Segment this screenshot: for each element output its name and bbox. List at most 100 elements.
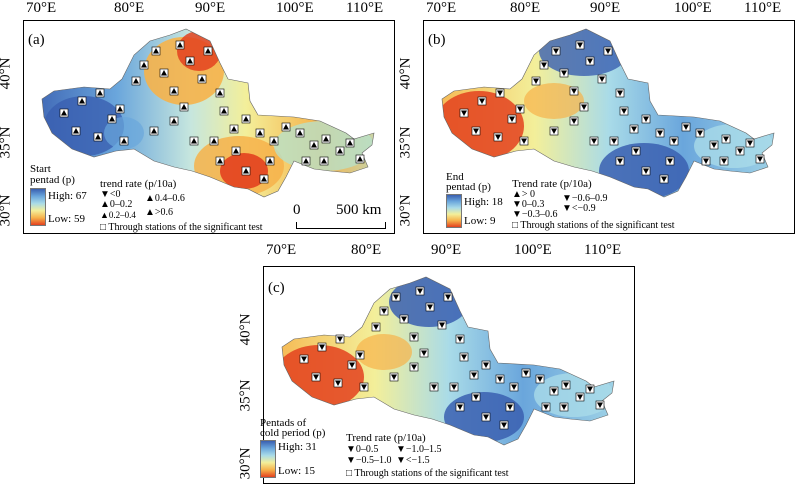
colorbar-title: pentad (p) bbox=[30, 174, 75, 186]
station-up-triangle bbox=[191, 138, 197, 144]
station-up-triangle bbox=[321, 158, 327, 164]
station-down-triangle bbox=[439, 322, 445, 328]
down-triangle-icon: ▼ bbox=[512, 209, 522, 220]
station-down-triangle bbox=[361, 384, 367, 390]
lon-tick: 90°E bbox=[195, 0, 226, 16]
trend-item: ▼−0.3–0.6 bbox=[512, 209, 558, 220]
up-triangle-icon: ▲ bbox=[512, 189, 522, 200]
station-up-triangle bbox=[243, 168, 249, 174]
station-down-triangle bbox=[461, 110, 467, 116]
station-up-triangle bbox=[233, 148, 239, 154]
station-down-triangle bbox=[427, 304, 433, 310]
station-down-triangle bbox=[561, 404, 567, 410]
square-icon: □ bbox=[512, 220, 521, 231]
trend-item: ▼−0.5–1.0 bbox=[346, 455, 392, 466]
station-up-triangle bbox=[217, 158, 223, 164]
station-down-triangle bbox=[611, 138, 617, 144]
significance-note: □ Through stations of the significant te… bbox=[512, 220, 675, 231]
station-up-triangle bbox=[153, 48, 159, 54]
station-down-triangle bbox=[543, 404, 549, 410]
station-up-triangle bbox=[199, 76, 205, 82]
station-down-triangle bbox=[511, 384, 517, 390]
station-up-triangle bbox=[221, 108, 227, 114]
panel-label: (b) bbox=[428, 32, 446, 48]
station-down-triangle bbox=[337, 336, 343, 342]
station-up-triangle bbox=[357, 156, 363, 162]
down-triangle-icon: ▼ bbox=[562, 203, 572, 214]
station-down-triangle bbox=[617, 158, 623, 164]
station-down-triangle bbox=[597, 402, 603, 408]
station-up-triangle bbox=[205, 48, 211, 54]
station-down-triangle bbox=[697, 130, 703, 136]
station-down-triangle bbox=[401, 316, 407, 322]
map-frame bbox=[423, 20, 795, 234]
station-down-triangle bbox=[599, 76, 605, 82]
lat-tick: 40°N bbox=[397, 57, 414, 90]
colorbar-title: Pentads of bbox=[260, 417, 307, 429]
station-down-triangle bbox=[587, 58, 593, 64]
station-down-triangle bbox=[571, 88, 577, 94]
square-icon: □ bbox=[346, 468, 355, 479]
station-down-triangle bbox=[381, 308, 387, 314]
trend-item: ▼−1.0–1.5 bbox=[396, 444, 442, 455]
trend-item: ▲>0.6 bbox=[145, 207, 174, 218]
scale-bar-start: 0 bbox=[293, 202, 301, 218]
station-up-triangle bbox=[133, 78, 139, 84]
lon-tick: 90°E bbox=[590, 0, 621, 16]
scale-bar-end: 500 km bbox=[336, 202, 382, 218]
station-up-triangle bbox=[337, 148, 343, 154]
station-down-triangle bbox=[473, 128, 479, 134]
station-up-triangle bbox=[303, 158, 309, 164]
station-down-triangle bbox=[391, 374, 397, 380]
trend-legend-title: Trend rate (p/10a) bbox=[512, 178, 592, 190]
scale-bar bbox=[296, 222, 386, 229]
station-down-triangle bbox=[521, 138, 527, 144]
station-down-triangle bbox=[551, 388, 557, 394]
down-triangle-icon: ▼ bbox=[346, 444, 356, 455]
station-down-triangle bbox=[393, 294, 399, 300]
station-down-triangle bbox=[451, 384, 457, 390]
station-up-triangle bbox=[109, 116, 115, 122]
lon-tick: 100°E bbox=[276, 0, 314, 16]
station-down-triangle bbox=[551, 128, 557, 134]
station-down-triangle bbox=[711, 142, 717, 148]
down-triangle-icon: ▼ bbox=[396, 455, 406, 466]
colorbar-low: Low: 15 bbox=[278, 465, 315, 477]
trend-item: ▼0–0.5 bbox=[346, 444, 379, 455]
trend-item: ▼0–0.3 bbox=[512, 199, 545, 210]
station-down-triangle bbox=[617, 90, 623, 96]
station-down-triangle bbox=[643, 116, 649, 122]
station-down-triangle bbox=[587, 386, 593, 392]
station-up-triangle bbox=[117, 106, 123, 112]
station-down-triangle bbox=[417, 288, 423, 294]
station-up-triangle bbox=[347, 140, 353, 146]
station-down-triangle bbox=[703, 158, 709, 164]
colorbar-high: High: 67 bbox=[48, 190, 87, 202]
station-down-triangle bbox=[335, 380, 341, 386]
lat-tick: 30°N bbox=[237, 447, 254, 480]
region-map bbox=[41, 28, 375, 198]
colorbar bbox=[30, 188, 46, 226]
station-down-triangle bbox=[631, 126, 637, 132]
up-triangle-icon: ▲ bbox=[145, 207, 155, 218]
colorbar-low: Low: 59 bbox=[48, 213, 85, 225]
station-up-triangle bbox=[261, 176, 267, 182]
lon-tick: 110°E bbox=[584, 242, 622, 258]
station-up-triangle bbox=[187, 58, 193, 64]
station-up-triangle bbox=[171, 88, 177, 94]
station-markers bbox=[59, 40, 365, 184]
trend-item: ▼<−0.9 bbox=[562, 203, 596, 214]
lon-tick: 70°E bbox=[26, 0, 57, 16]
station-up-triangle bbox=[257, 130, 263, 136]
map-panel-b: 70°E 80°E 90°E 100°E 110°E 40°N 35°N 30°… bbox=[397, 0, 800, 240]
colorbar-high: High: 18 bbox=[464, 196, 503, 208]
station-down-triangle bbox=[473, 394, 479, 400]
station-down-triangle bbox=[507, 404, 513, 410]
lon-tick: 110°E bbox=[744, 0, 782, 16]
map-panel-a: 70°E 80°E 90°E 100°E 110°E 40°N 35°N 30°… bbox=[0, 0, 400, 240]
station-down-triangle bbox=[411, 364, 417, 370]
colorbar bbox=[446, 194, 462, 228]
trend-legend-title: Trend rate (p/10a) bbox=[346, 432, 426, 444]
station-down-triangle bbox=[577, 394, 583, 400]
station-down-triangle bbox=[553, 48, 559, 54]
